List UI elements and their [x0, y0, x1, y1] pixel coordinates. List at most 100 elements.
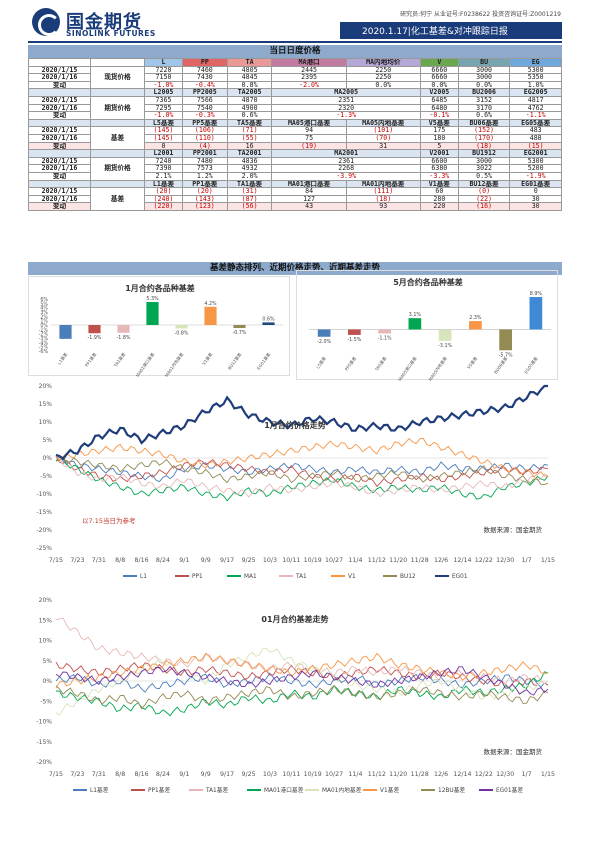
- table-cell: -1.0%: [144, 111, 183, 120]
- series-line: [55, 456, 549, 485]
- x-tick-label: 7/23: [70, 557, 84, 564]
- x-tick-label: 11/20: [389, 557, 407, 564]
- column-header: BU: [457, 58, 511, 67]
- y-tick-label: 10%: [39, 419, 53, 426]
- table-cell: 31: [345, 141, 421, 151]
- table-cell: 94: [271, 126, 347, 135]
- x-tick-label: 8/24: [156, 771, 170, 778]
- x-tick-label: 11/28: [411, 557, 429, 564]
- legend-label: MA1: [244, 574, 257, 580]
- table-cell: 0: [144, 141, 183, 151]
- y-tick-label: 5%: [42, 437, 52, 444]
- table-cell: 2320: [271, 103, 421, 113]
- contract-header: MA01港口基差: [271, 179, 347, 189]
- section-daily-price: 当日日度价格: [28, 45, 562, 58]
- table-cell: 7150: [144, 73, 183, 82]
- table-cell: 0.6%: [457, 111, 511, 120]
- table-row: 2020/1/15 现货价格 7220 7460 4805 2445 2250 6660 300…: [28, 65, 562, 90]
- contract-header: MA2001: [271, 149, 421, 158]
- y-tick-label: -15%: [36, 509, 52, 516]
- y-tick-label: 4%: [40, 306, 48, 312]
- contract-header: BU06基差: [457, 118, 511, 128]
- bar: [59, 325, 72, 339]
- bar: [146, 302, 159, 325]
- table-cell: -1.0%: [144, 80, 183, 90]
- x-tick-label: 10/27: [325, 771, 343, 778]
- row-date: 2020/1/15: [28, 156, 91, 166]
- table-cell: 483: [509, 126, 562, 135]
- x-category-label: PP5基差: [343, 355, 357, 372]
- table-cell: (4): [181, 141, 228, 151]
- subheader-blank: [28, 149, 91, 158]
- x-category-label: EG01基差: [255, 351, 271, 371]
- group-label: 期货价格: [90, 95, 145, 120]
- table-cell: 7295: [144, 103, 183, 113]
- bar: [117, 325, 130, 333]
- table-cell: 127: [271, 194, 347, 204]
- y-tick-label: -5%: [40, 698, 52, 705]
- bar: [348, 329, 361, 335]
- contract-header: TA2005: [226, 88, 273, 97]
- table-cell: -0.1%: [419, 111, 459, 120]
- legend-label: EG01基差: [496, 786, 523, 794]
- table-cell: 3000: [457, 156, 511, 166]
- x-tick-label: 12/30: [496, 771, 514, 778]
- x-category-label: MA05港口基差: [396, 355, 418, 381]
- legend-label: PP1: [192, 574, 203, 580]
- contract-header: PP1基差: [181, 179, 228, 189]
- y-tick-label: 20%: [39, 597, 53, 604]
- y-tick-label: 15%: [39, 617, 53, 624]
- legend-label: MA01港口基差: [264, 786, 304, 794]
- table-cell: 5350: [509, 73, 562, 82]
- section-basis-trend: 基差静态排列、近期价格走势、近期基差走势: [28, 262, 562, 275]
- table-cell: (145): [144, 133, 183, 143]
- group-label: 现货价格: [90, 65, 145, 90]
- y-tick-label: 2%: [40, 314, 48, 320]
- header-blank: [90, 58, 145, 67]
- table-cell: 175: [419, 126, 459, 135]
- row-date: 2020/1/16: [28, 164, 91, 173]
- contract-header: L5基差: [144, 118, 183, 128]
- x-tick-label: 7/23: [70, 771, 84, 778]
- series-line: [55, 672, 549, 693]
- series-line: [55, 671, 549, 717]
- x-tick-label: 7/31: [92, 771, 106, 778]
- table-cell: (18): [345, 194, 421, 204]
- x-tick-label: 12/14: [453, 557, 471, 564]
- bar-data-label: 5.3%: [146, 296, 159, 302]
- y-tick-label: -1%: [39, 327, 49, 333]
- bar-data-label: 8.9%: [530, 291, 543, 297]
- table-cell: (20): [144, 187, 183, 196]
- table-cell: 60: [419, 187, 459, 196]
- bar-data-label: 2.3%: [469, 315, 482, 321]
- header-divider: [28, 41, 562, 43]
- table-cell: 6600: [419, 156, 459, 166]
- table-cell: 7566: [181, 95, 228, 105]
- table-cell: (110): [181, 133, 228, 143]
- x-tick-label: 8/16: [134, 771, 148, 778]
- table-cell: 7240: [144, 156, 183, 166]
- column-header: MA内地均价: [345, 58, 421, 67]
- table-cell: 7573: [181, 164, 228, 173]
- analyst-info: 研究员:何宁 从业证号:F0238622 投资咨询证号:Z0001219: [400, 11, 561, 18]
- x-tick-label: 12/14: [453, 771, 471, 778]
- table-cell: 2.0%: [226, 171, 273, 181]
- legend-label: L1: [140, 574, 147, 580]
- x-tick-label: 8/8: [115, 771, 125, 778]
- legend-label: TA1: [295, 574, 307, 580]
- table-cell: (111): [345, 187, 421, 196]
- legend-label: BU12: [400, 574, 416, 580]
- table-cell: -0.3%: [181, 111, 228, 120]
- series-line: [55, 665, 549, 696]
- contract-header: MA01内地基差: [345, 179, 421, 189]
- subheader-blank: [28, 88, 91, 97]
- table-cell: -1.3%: [271, 111, 421, 120]
- table-cell: 0.8%: [226, 80, 273, 90]
- contract-header: L2005: [144, 88, 183, 97]
- chart-title: 1月合约各品种基差: [125, 283, 195, 293]
- y-tick-label: -10%: [36, 719, 52, 726]
- table-cell: (15): [509, 141, 562, 151]
- bar: [529, 297, 543, 330]
- table-cell: 0.5%: [457, 171, 511, 181]
- table-cell: 2250: [345, 73, 421, 82]
